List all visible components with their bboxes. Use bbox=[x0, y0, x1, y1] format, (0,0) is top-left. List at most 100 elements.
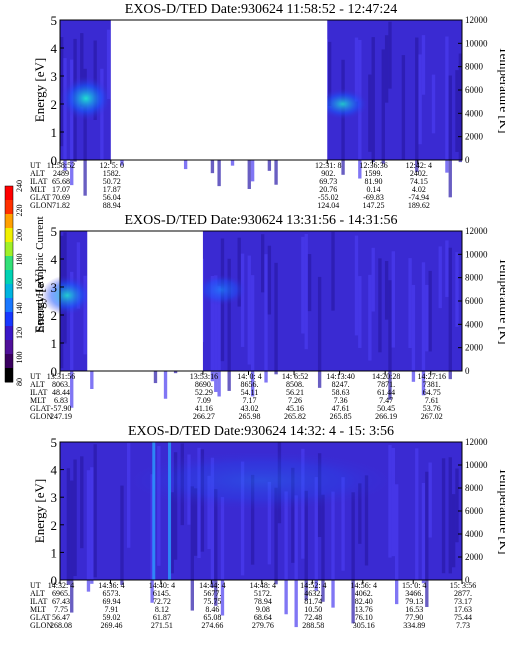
temperature-tick-label: 8000 bbox=[465, 62, 484, 72]
ephemeris-value: 79.13 bbox=[405, 597, 423, 606]
ephemeris-value: 2489 bbox=[53, 169, 69, 178]
ephemeris-value: 7.26 bbox=[288, 396, 302, 405]
ephemeris-value: 2877. bbox=[454, 589, 472, 598]
texture-column bbox=[150, 474, 154, 603]
ephemeris-value: -74.94 bbox=[408, 193, 429, 202]
ephemeris-value: 5677. bbox=[203, 589, 221, 598]
energy-tick-label: 5 bbox=[51, 224, 58, 239]
ephemeris-value: 75.75 bbox=[203, 597, 221, 606]
texture-column bbox=[395, 484, 399, 605]
texture-column bbox=[70, 271, 74, 408]
ephemeris-value: 14:56: 4 bbox=[351, 581, 377, 590]
colorbar-tick-label: 100 bbox=[15, 352, 24, 364]
texture-column bbox=[358, 276, 362, 348]
ephemeris-row-label: ILAT bbox=[30, 597, 47, 606]
ephemeris-value: 17.87 bbox=[103, 185, 121, 194]
ephemeris-value: 147.25 bbox=[363, 201, 385, 210]
ephemeris-row-label: GLON bbox=[30, 201, 52, 210]
ephemeris-row-label: ILAT bbox=[30, 177, 47, 186]
colorbar-label: Second Harmonic Current bbox=[34, 216, 46, 331]
panel-title: EXOS-D/TED Date:930624 11:58:52 - 12:47:… bbox=[125, 2, 397, 17]
ephemeris-value: 8690. bbox=[195, 380, 213, 389]
ephemeris-value: 265.98 bbox=[238, 412, 260, 421]
texture-column bbox=[220, 497, 225, 616]
texture-column bbox=[438, 246, 442, 309]
colorbar-segment bbox=[5, 354, 13, 369]
ephemeris-value: 56.04 bbox=[103, 193, 121, 202]
texture-column bbox=[194, 488, 198, 556]
ephemeris-value: 71.82 bbox=[52, 201, 70, 210]
colorbar-tick-label: 180 bbox=[15, 254, 24, 266]
ephemeris-value: 3466. bbox=[405, 589, 423, 598]
ephemeris-value: 52.29 bbox=[195, 388, 213, 397]
temperature-tick-label: 10000 bbox=[465, 38, 488, 48]
texture-column bbox=[240, 461, 245, 576]
temperature-tick-label: 0 bbox=[465, 575, 470, 585]
temperature-tick-label: 0 bbox=[465, 155, 470, 165]
temperature-tick-label: 6000 bbox=[465, 85, 484, 95]
texture-column bbox=[451, 494, 456, 568]
colorbar-tick-label: 220 bbox=[15, 205, 24, 217]
texture-column bbox=[190, 486, 194, 611]
colorbar-segment bbox=[5, 242, 13, 257]
ephemeris-value: 76.10 bbox=[355, 613, 373, 622]
texture-column bbox=[291, 467, 295, 563]
texture-column bbox=[354, 235, 359, 336]
texture-column bbox=[314, 477, 318, 591]
texture-column bbox=[80, 456, 84, 549]
ephemeris-value: 78.94 bbox=[254, 597, 272, 606]
ephemeris-value: 17.07 bbox=[52, 185, 70, 194]
ephemeris-value: 72.72 bbox=[153, 597, 171, 606]
energy-axis-label: Energy [eV] bbox=[32, 58, 47, 122]
texture-column bbox=[284, 491, 288, 615]
ephemeris-value: 1599. bbox=[365, 169, 383, 178]
texture-column bbox=[214, 489, 218, 606]
temperature-tick-label: 4000 bbox=[465, 529, 484, 539]
ephemeris-row-label: ALT bbox=[30, 380, 45, 389]
ephemeris-value: 61.44 bbox=[377, 388, 395, 397]
texture-column bbox=[127, 443, 131, 548]
texture-column bbox=[217, 286, 221, 397]
texture-column bbox=[170, 492, 174, 574]
texture-column bbox=[364, 475, 369, 566]
energy-tick-label: 1 bbox=[51, 336, 58, 351]
ephemeris-table: UTALTILATMLTGLATGLON11:58:52248965.6817.… bbox=[30, 160, 432, 210]
ephemeris-row-label: MLT bbox=[30, 605, 46, 614]
ephemeris-value: 48.44 bbox=[52, 388, 70, 397]
energy-tick-label: 5 bbox=[51, 13, 58, 28]
ephemeris-value: 14: 0: 4 bbox=[237, 372, 261, 381]
data-gap bbox=[110, 20, 328, 160]
colorbar-tick-label: 200 bbox=[15, 229, 24, 241]
texture-column bbox=[274, 487, 278, 585]
ephemeris-value: 268.08 bbox=[50, 621, 72, 630]
ephemeris-value: 1582. bbox=[103, 169, 121, 178]
ephemeris-value: 67.43 bbox=[52, 597, 70, 606]
ephemeris-value: 50.45 bbox=[377, 404, 395, 413]
texture-column bbox=[90, 467, 94, 584]
ephemeris-value: 6.83 bbox=[54, 396, 68, 405]
colorbar-segment bbox=[5, 256, 13, 271]
texture-column bbox=[264, 254, 268, 383]
texture-column bbox=[301, 236, 305, 334]
ephemeris-value: 279.76 bbox=[252, 621, 274, 630]
texture-column bbox=[445, 36, 449, 173]
texture-column bbox=[388, 280, 392, 400]
ephemeris-value: 265.85 bbox=[330, 412, 352, 421]
colorbar-frame bbox=[4, 185, 14, 383]
ephemeris-value: 20.76 bbox=[319, 185, 337, 194]
ephemeris-value: 266.27 bbox=[193, 412, 215, 421]
panel-1: EXOS-D/TED Date:930624 11:58:52 - 12:47:… bbox=[30, 2, 505, 210]
panels-group: EXOS-D/TED Date:930624 11:58:52 - 12:47:… bbox=[30, 2, 505, 630]
energy-tick-label: 4 bbox=[51, 463, 58, 478]
texture-column bbox=[321, 494, 325, 602]
temperature-tick-label: 10000 bbox=[465, 460, 488, 470]
ephemeris-value: 59.02 bbox=[102, 613, 120, 622]
panel-3: EXOS-D/TED Date:930624 14:32: 4 - 15: 3:… bbox=[30, 424, 505, 630]
ephemeris-value: 6573. bbox=[102, 589, 120, 598]
colorbar-tick-label: 120 bbox=[15, 327, 24, 339]
ephemeris-value: 267.02 bbox=[421, 412, 443, 421]
ephemeris-value: 7.73 bbox=[456, 621, 470, 630]
ephemeris-value: 14:44: 4 bbox=[199, 581, 225, 590]
texture-column bbox=[210, 276, 215, 382]
colorbar: 80 100 120 140 160 180 200 220 240 Second Harmoni… bbox=[4, 180, 46, 386]
